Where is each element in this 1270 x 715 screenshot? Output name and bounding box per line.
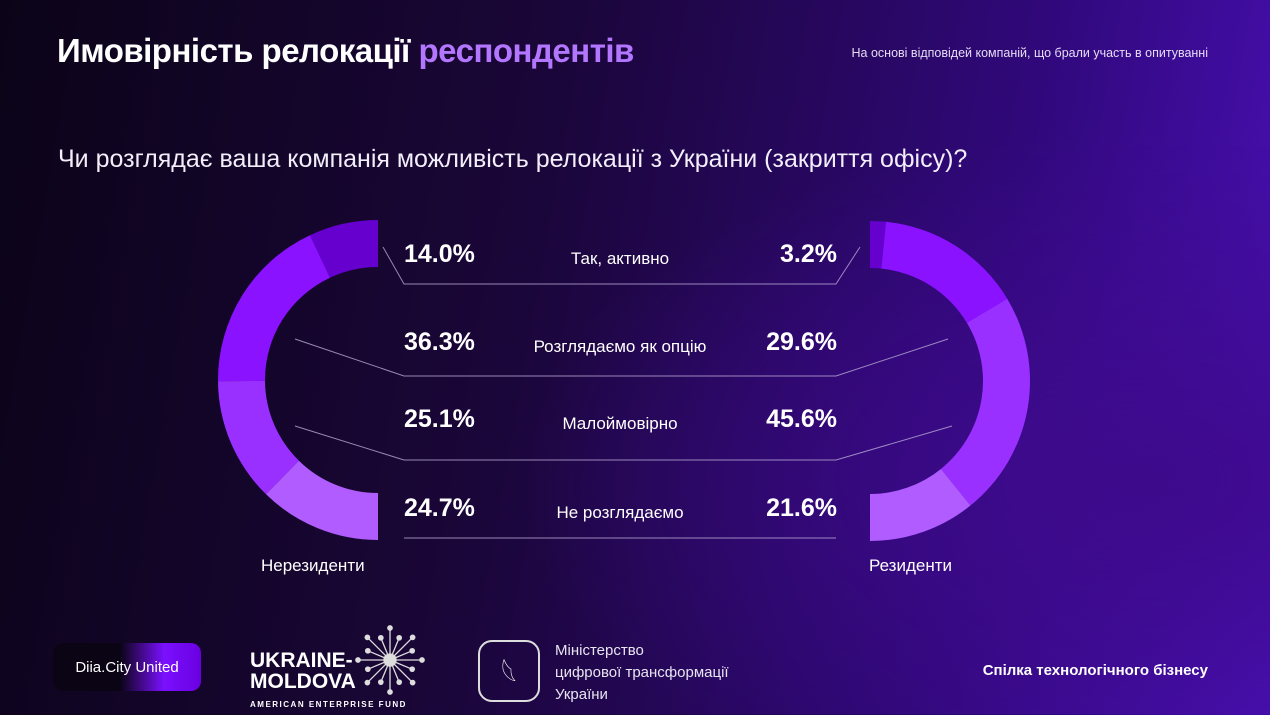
logo-text: України: [555, 686, 608, 703]
donut-segment-residents-2: [940, 298, 1030, 506]
logo-text: цифрової трансформації: [555, 664, 729, 681]
subtitle: На основі відповідей компаній, що брали …: [851, 46, 1208, 60]
leader-line: [294, 425, 953, 461]
donut-segment-nonresidents-1: [218, 235, 330, 382]
chart-title: Чи розглядає ваша компанія можливість ре…: [58, 145, 968, 173]
leader-line: [294, 338, 949, 377]
logo-text: MOLDOVA: [250, 670, 356, 693]
logo-text: AMERICAN ENTERPRISE FUND: [250, 700, 407, 709]
donut-segment-nonresidents-3: [266, 460, 378, 540]
donut-segment-residents-1: [881, 221, 1008, 323]
leader-line: [382, 246, 861, 285]
donut-segment-residents-0: [870, 221, 887, 269]
trident-icon: 𓆩: [478, 640, 540, 702]
title-main: Имовірність релокації: [57, 32, 410, 69]
nonresident-value-label: 24.7%: [404, 494, 475, 522]
legend-residents: Резиденти: [869, 556, 953, 575]
spilka-logo-text: Спілка технологічного бізнесу: [982, 662, 1208, 679]
logo-text: Міністерство: [555, 642, 644, 659]
category-label: Так, активно: [570, 249, 670, 268]
donut-segment-nonresidents-0: [309, 220, 378, 278]
ministry-logo-text: Міністерство цифрової трансформації Україн…: [555, 640, 729, 706]
starburst-icon: [355, 625, 425, 695]
resident-value-label: 21.6%: [766, 494, 837, 522]
donut-segment-nonresidents-2: [218, 380, 299, 495]
diia-city-logo: Diia.City United: [53, 643, 201, 691]
ukraine-moldova-logo: UKRAINE- MOLDOVA AMERICAN ENTERPRISE FUND: [250, 650, 407, 715]
resident-value-label: 29.6%: [766, 328, 837, 356]
category-label: Розглядаємо як опцію: [533, 337, 707, 356]
logo-text: UKRAINE-: [250, 649, 353, 672]
page-title: Имовірність релокації респондентів: [57, 32, 634, 70]
resident-value-label: 3.2%: [780, 240, 837, 268]
nonresident-value-label: 25.1%: [404, 405, 475, 433]
donut-segment-residents-3: [870, 468, 971, 541]
title-highlight: респондентів: [418, 32, 635, 69]
category-label: Не розглядаємо: [556, 503, 684, 522]
leader-lines: [294, 246, 953, 539]
nonresident-value-label: 14.0%: [404, 240, 475, 268]
legend-nonresidents: Нерезиденти: [261, 556, 365, 575]
category-label: Малоймовірно: [562, 414, 678, 433]
nonresident-value-label: 36.3%: [404, 328, 475, 356]
resident-value-label: 45.6%: [766, 405, 837, 433]
